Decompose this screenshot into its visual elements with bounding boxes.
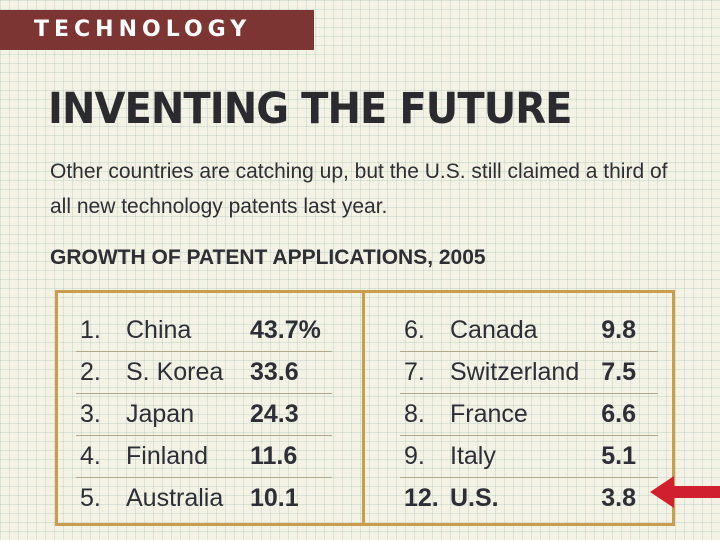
country: Canada <box>450 316 538 344</box>
country: S. Korea <box>126 358 224 386</box>
table-row: 5. Australia 10.1 <box>76 478 332 519</box>
country: Switzerland <box>450 358 580 386</box>
left-column: 1. China 43.7% 2. S. Korea 33.6 3. Japan… <box>76 310 332 519</box>
table-row: 4. Finland 11.6 <box>76 436 332 478</box>
country: Italy <box>450 442 496 470</box>
column-divider <box>362 290 365 526</box>
rank: 3. <box>80 400 101 428</box>
country: Finland <box>126 442 208 470</box>
rank: 5. <box>80 484 101 512</box>
growth-value: 5.1 <box>601 442 636 470</box>
table-row: 3. Japan 24.3 <box>76 394 332 436</box>
growth-value: 10.1 <box>250 484 299 512</box>
table-row: 2. S. Korea 33.6 <box>76 352 332 394</box>
growth-value: 33.6 <box>250 358 299 386</box>
headline: INVENTING THE FUTURE <box>48 84 572 134</box>
table-row: 1. China 43.7% <box>76 310 332 352</box>
country: France <box>450 400 528 428</box>
country: Japan <box>126 400 195 428</box>
rank: 8. <box>404 400 425 428</box>
section-tag: TECHNOLOGY <box>0 10 314 50</box>
growth-value: 9.8 <box>601 316 636 344</box>
growth-value: 43.7% <box>250 316 321 344</box>
growth-value: 3.8 <box>601 484 636 512</box>
table-row-us-highlighted: 12. U.S. 3.8 <box>400 478 658 519</box>
rank: 2. <box>80 358 101 386</box>
arrow-head <box>650 476 720 508</box>
country: U.S. <box>450 484 499 512</box>
country: China <box>126 316 192 344</box>
growth-value: 24.3 <box>250 400 299 428</box>
table-title: GROWTH OF PATENT APPLICATIONS, 2005 <box>50 246 486 269</box>
table-row: 6. Canada 9.8 <box>400 310 658 352</box>
rank: 6. <box>404 316 425 344</box>
right-column: 6. Canada 9.8 7. Switzerland 7.5 8. Fran… <box>400 310 658 519</box>
rank: 7. <box>404 358 425 386</box>
rank: 4. <box>80 442 101 470</box>
table-row: 9. Italy 5.1 <box>400 436 658 478</box>
growth-value: 6.6 <box>601 400 636 428</box>
country: Australia <box>126 484 224 512</box>
dek-subheading: Other countries are catching up, but the… <box>50 160 668 218</box>
rank: 1. <box>80 316 101 344</box>
table-border <box>55 290 675 526</box>
rank: 9. <box>404 442 425 470</box>
table-row: 7. Switzerland 7.5 <box>400 352 658 394</box>
arrow-left-icon <box>650 476 720 508</box>
growth-value: 11.6 <box>250 442 298 470</box>
table-row: 8. France 6.6 <box>400 394 658 436</box>
growth-value: 7.5 <box>601 358 636 386</box>
rank: 12. <box>404 484 439 512</box>
